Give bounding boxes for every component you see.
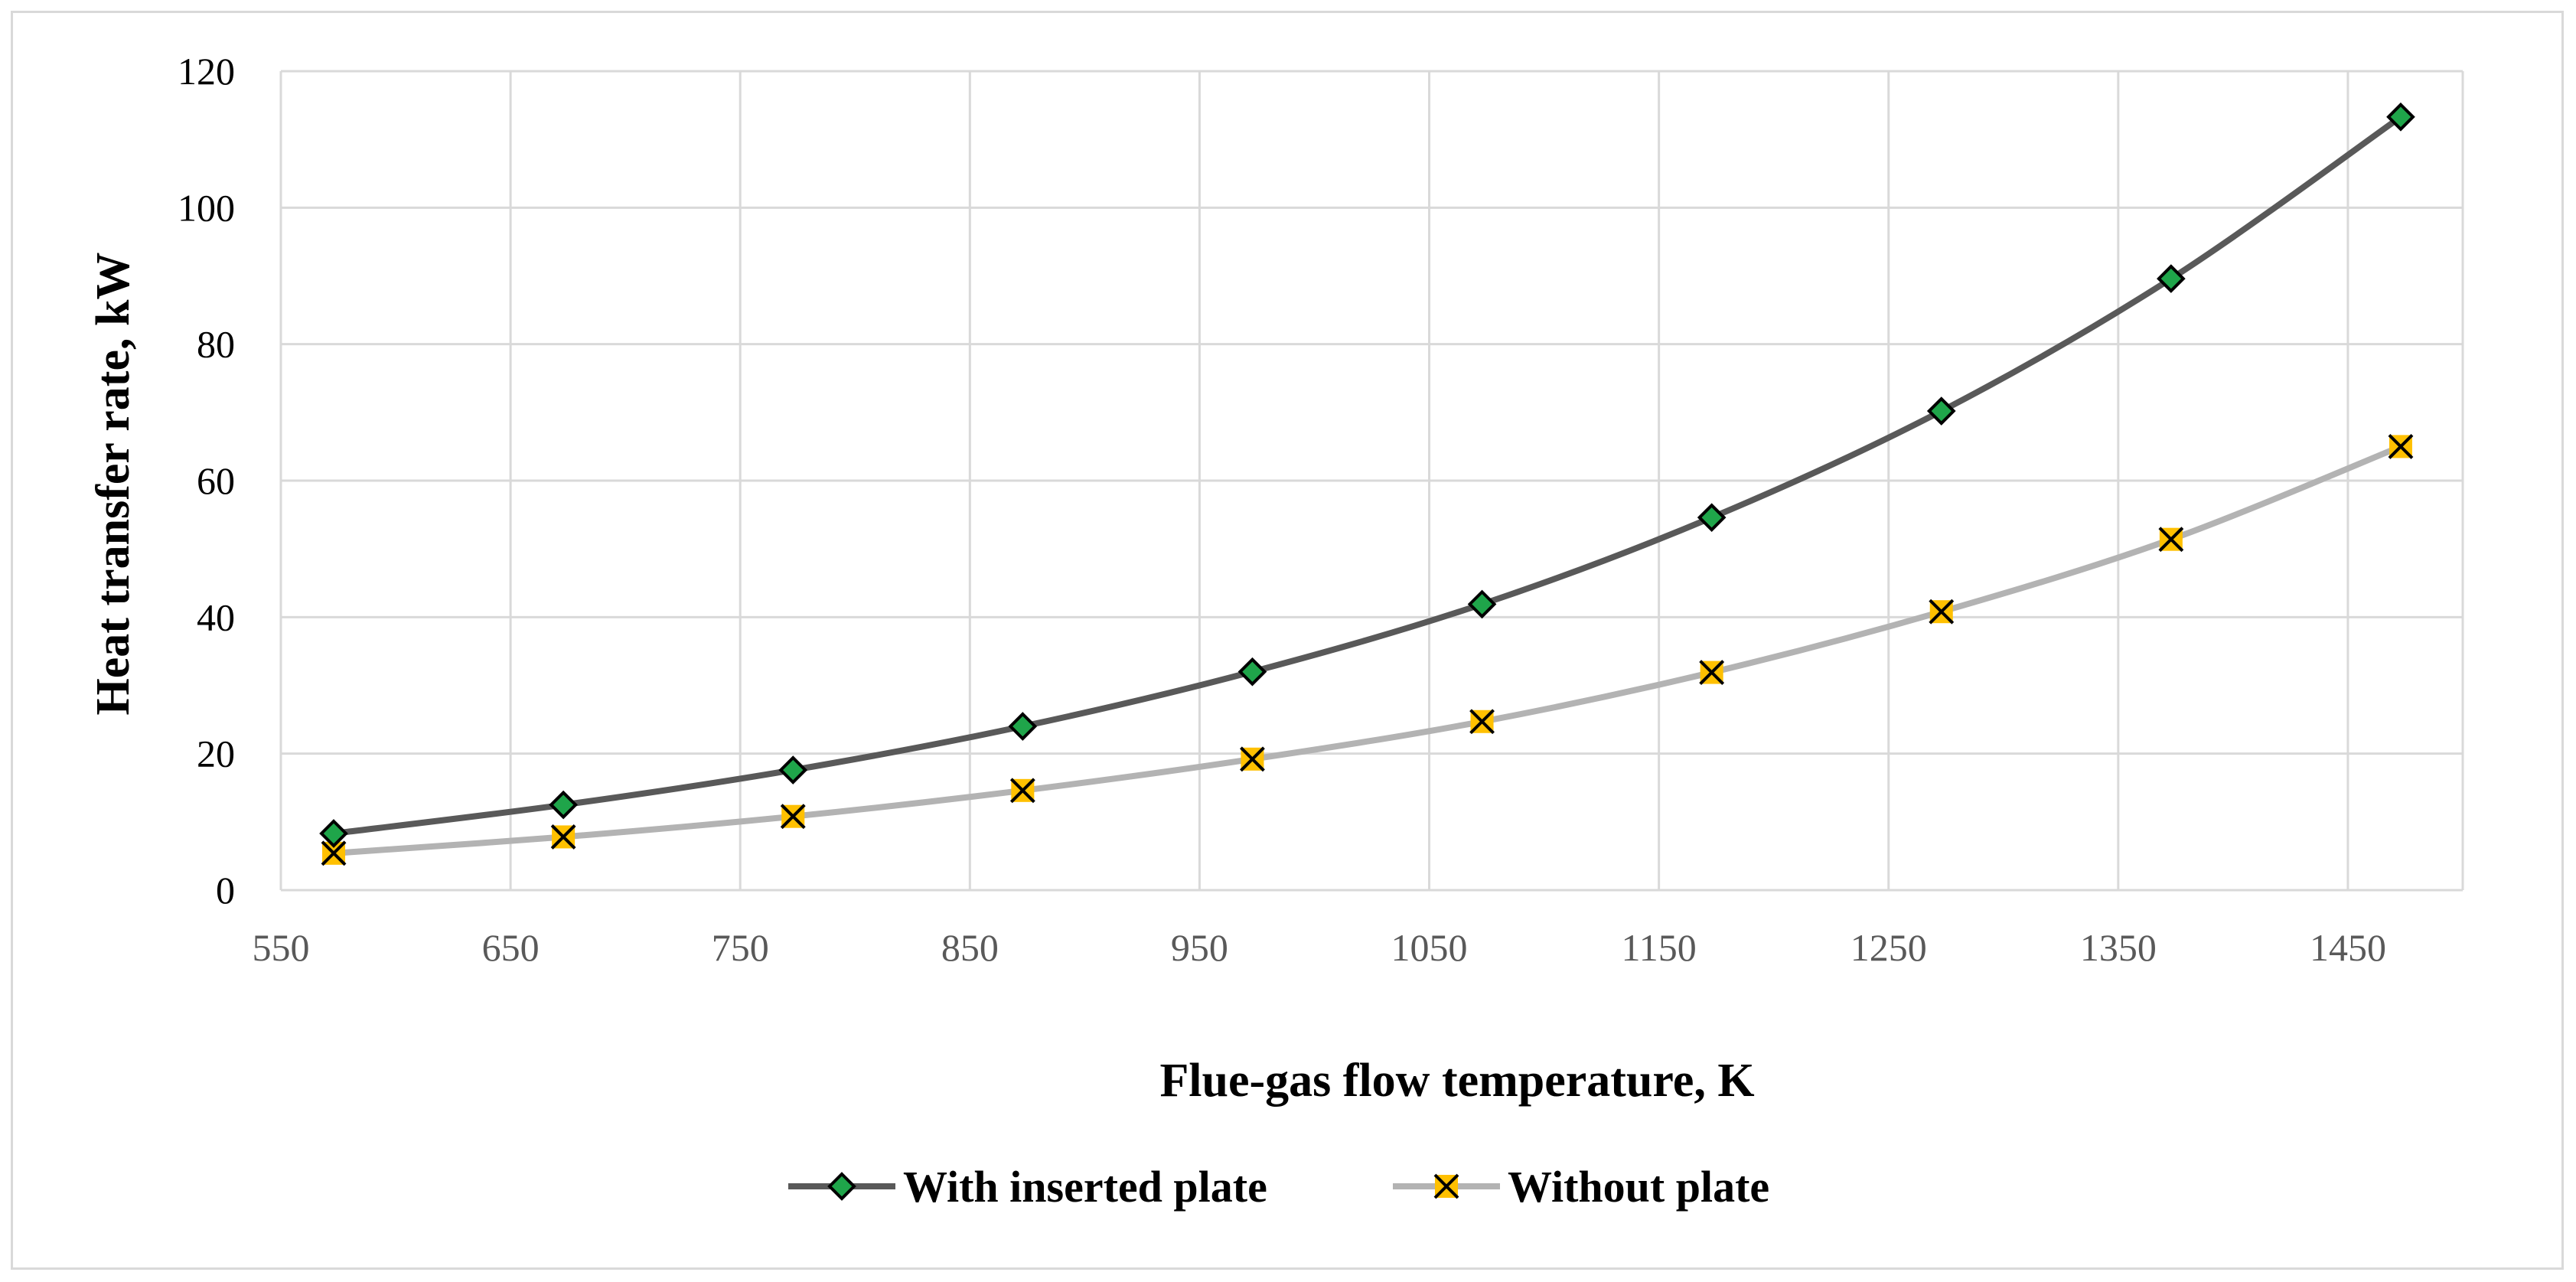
data-point — [2157, 264, 2186, 293]
x-tick-label: 950 — [1171, 926, 1228, 969]
data-point — [1697, 503, 1727, 532]
data-point — [1467, 589, 1497, 619]
x-tick-label: 1050 — [1391, 926, 1468, 969]
data-point — [1009, 778, 1035, 804]
series-group — [319, 102, 2415, 866]
x-axis-title: Flue-gas flow temperature, K — [1159, 1055, 1754, 1107]
data-point — [1469, 709, 1495, 735]
legend-label: With inserted plate — [903, 1162, 1267, 1212]
data-point — [1699, 660, 1725, 685]
data-point — [2388, 434, 2414, 459]
y-tick-label: 40 — [197, 595, 235, 638]
data-point — [2386, 102, 2415, 132]
series-with-inserted-plate — [319, 102, 2415, 848]
x-tick-label: 1350 — [2080, 926, 2157, 969]
x-tick-label: 850 — [941, 926, 999, 969]
x-axis-ticks: 550 650 750 850 950 1050 1150 1250 1350 1450 — [253, 926, 2386, 969]
data-point — [1240, 746, 1265, 772]
data-point — [549, 790, 578, 820]
y-tick-label: 120 — [178, 50, 235, 93]
legend: With inserted plate Without plate — [788, 1162, 1769, 1212]
y-tick-label: 20 — [197, 732, 235, 775]
x-tick-label: 1450 — [2310, 926, 2386, 969]
y-axis-ticks: 0 20 40 60 80 100 120 — [178, 50, 235, 912]
y-tick-label: 80 — [197, 323, 235, 366]
data-point — [2158, 527, 2184, 553]
series-without-plate — [321, 434, 2414, 866]
data-point — [780, 804, 806, 830]
data-point — [1929, 599, 1955, 625]
x-tick-label: 1150 — [1622, 926, 1697, 969]
y-tick-label: 60 — [197, 459, 235, 502]
legend-item: With inserted plate — [788, 1162, 1267, 1212]
y-tick-label: 0 — [216, 869, 235, 912]
y-tick-label: 100 — [178, 186, 235, 229]
series-line — [331, 443, 2404, 856]
data-point — [1008, 712, 1038, 741]
data-point — [1237, 657, 1267, 687]
data-point — [319, 819, 348, 848]
y-axis-title: Heat transfer rate, kW — [87, 253, 139, 716]
x-tick-label: 750 — [712, 926, 769, 969]
data-point — [778, 755, 808, 785]
gridlines — [279, 70, 2464, 892]
x-tick-label: 550 — [253, 926, 310, 969]
data-point — [550, 824, 576, 850]
series-line — [331, 113, 2404, 837]
legend-label: Without plate — [1508, 1162, 1769, 1212]
x-tick-label: 650 — [482, 926, 540, 969]
chart-frame — [11, 11, 2564, 1270]
legend-marker — [827, 1172, 856, 1201]
legend-item: Without plate — [1393, 1162, 1769, 1212]
data-point — [1926, 396, 1956, 426]
x-tick-label: 1250 — [1850, 926, 1927, 969]
legend-marker — [1433, 1173, 1459, 1199]
